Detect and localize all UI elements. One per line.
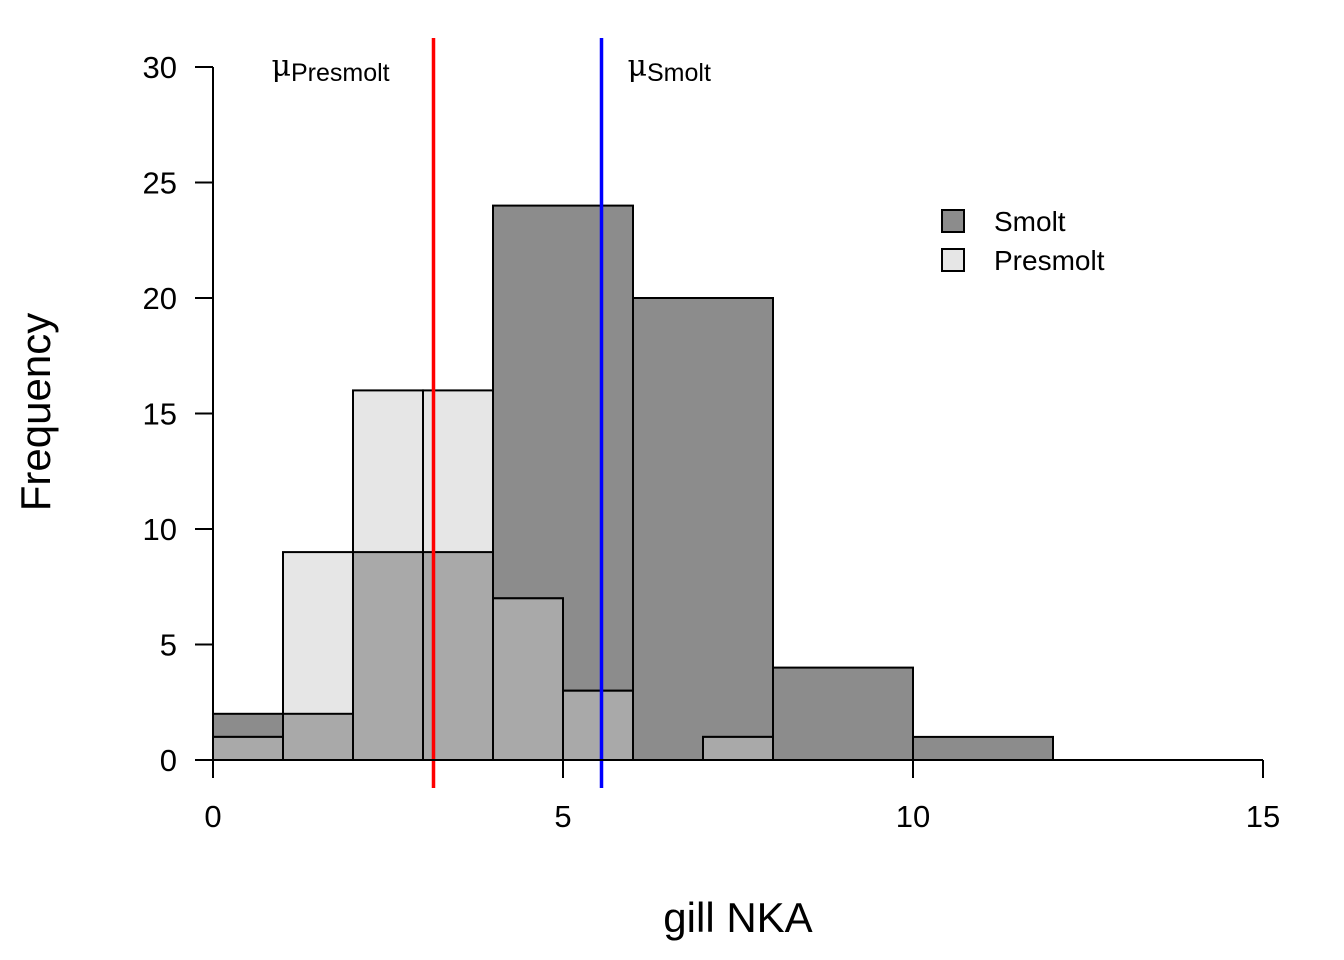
overlap-bar-1 [282, 712, 354, 761]
y-tick-label-15: 15 [143, 397, 177, 432]
y-tick-label-0: 0 [160, 743, 177, 778]
legend-label-presmolt: Presmolt [994, 245, 1105, 276]
y-tick-label-25: 25 [143, 166, 177, 201]
y-axis-title: Frequency [12, 313, 59, 511]
smolt-bar-6 [772, 666, 914, 761]
mean-label-presmolt: μPresmolt [272, 49, 390, 87]
legend-swatch-smolt [941, 209, 965, 233]
overlap-bar-4 [492, 597, 564, 761]
mean-lines: μPresmolt μSmolt [272, 38, 711, 788]
overlap-bar-0 [212, 735, 284, 762]
x-tick-label-5: 5 [554, 799, 571, 834]
legend-swatch-presmolt [941, 248, 965, 272]
legend-label-smolt: Smolt [994, 206, 1066, 237]
overlap-bar-7 [702, 735, 774, 762]
smolt-bar-5 [632, 297, 774, 761]
legend: Smolt Presmolt [941, 206, 1105, 276]
x-tick-label-10: 10 [896, 799, 930, 834]
y-tick-label-20: 20 [143, 281, 177, 316]
x-tick-label-15: 15 [1246, 799, 1280, 834]
x-axis-title: gill NKA [663, 894, 812, 941]
x-tick-label-0: 0 [204, 799, 221, 834]
axes: 0 5 10 15 20 25 30 0 5 10 15 [143, 50, 1281, 834]
smolt-bar-7 [912, 735, 1054, 762]
y-tick-label-30: 30 [143, 50, 177, 85]
overlap-bar-5 [562, 689, 634, 762]
overlap-bar-2 [352, 551, 424, 761]
y-tick-label-5: 5 [160, 628, 177, 663]
y-tick-label-10: 10 [143, 512, 177, 547]
mean-label-smolt: μSmolt [628, 49, 711, 87]
